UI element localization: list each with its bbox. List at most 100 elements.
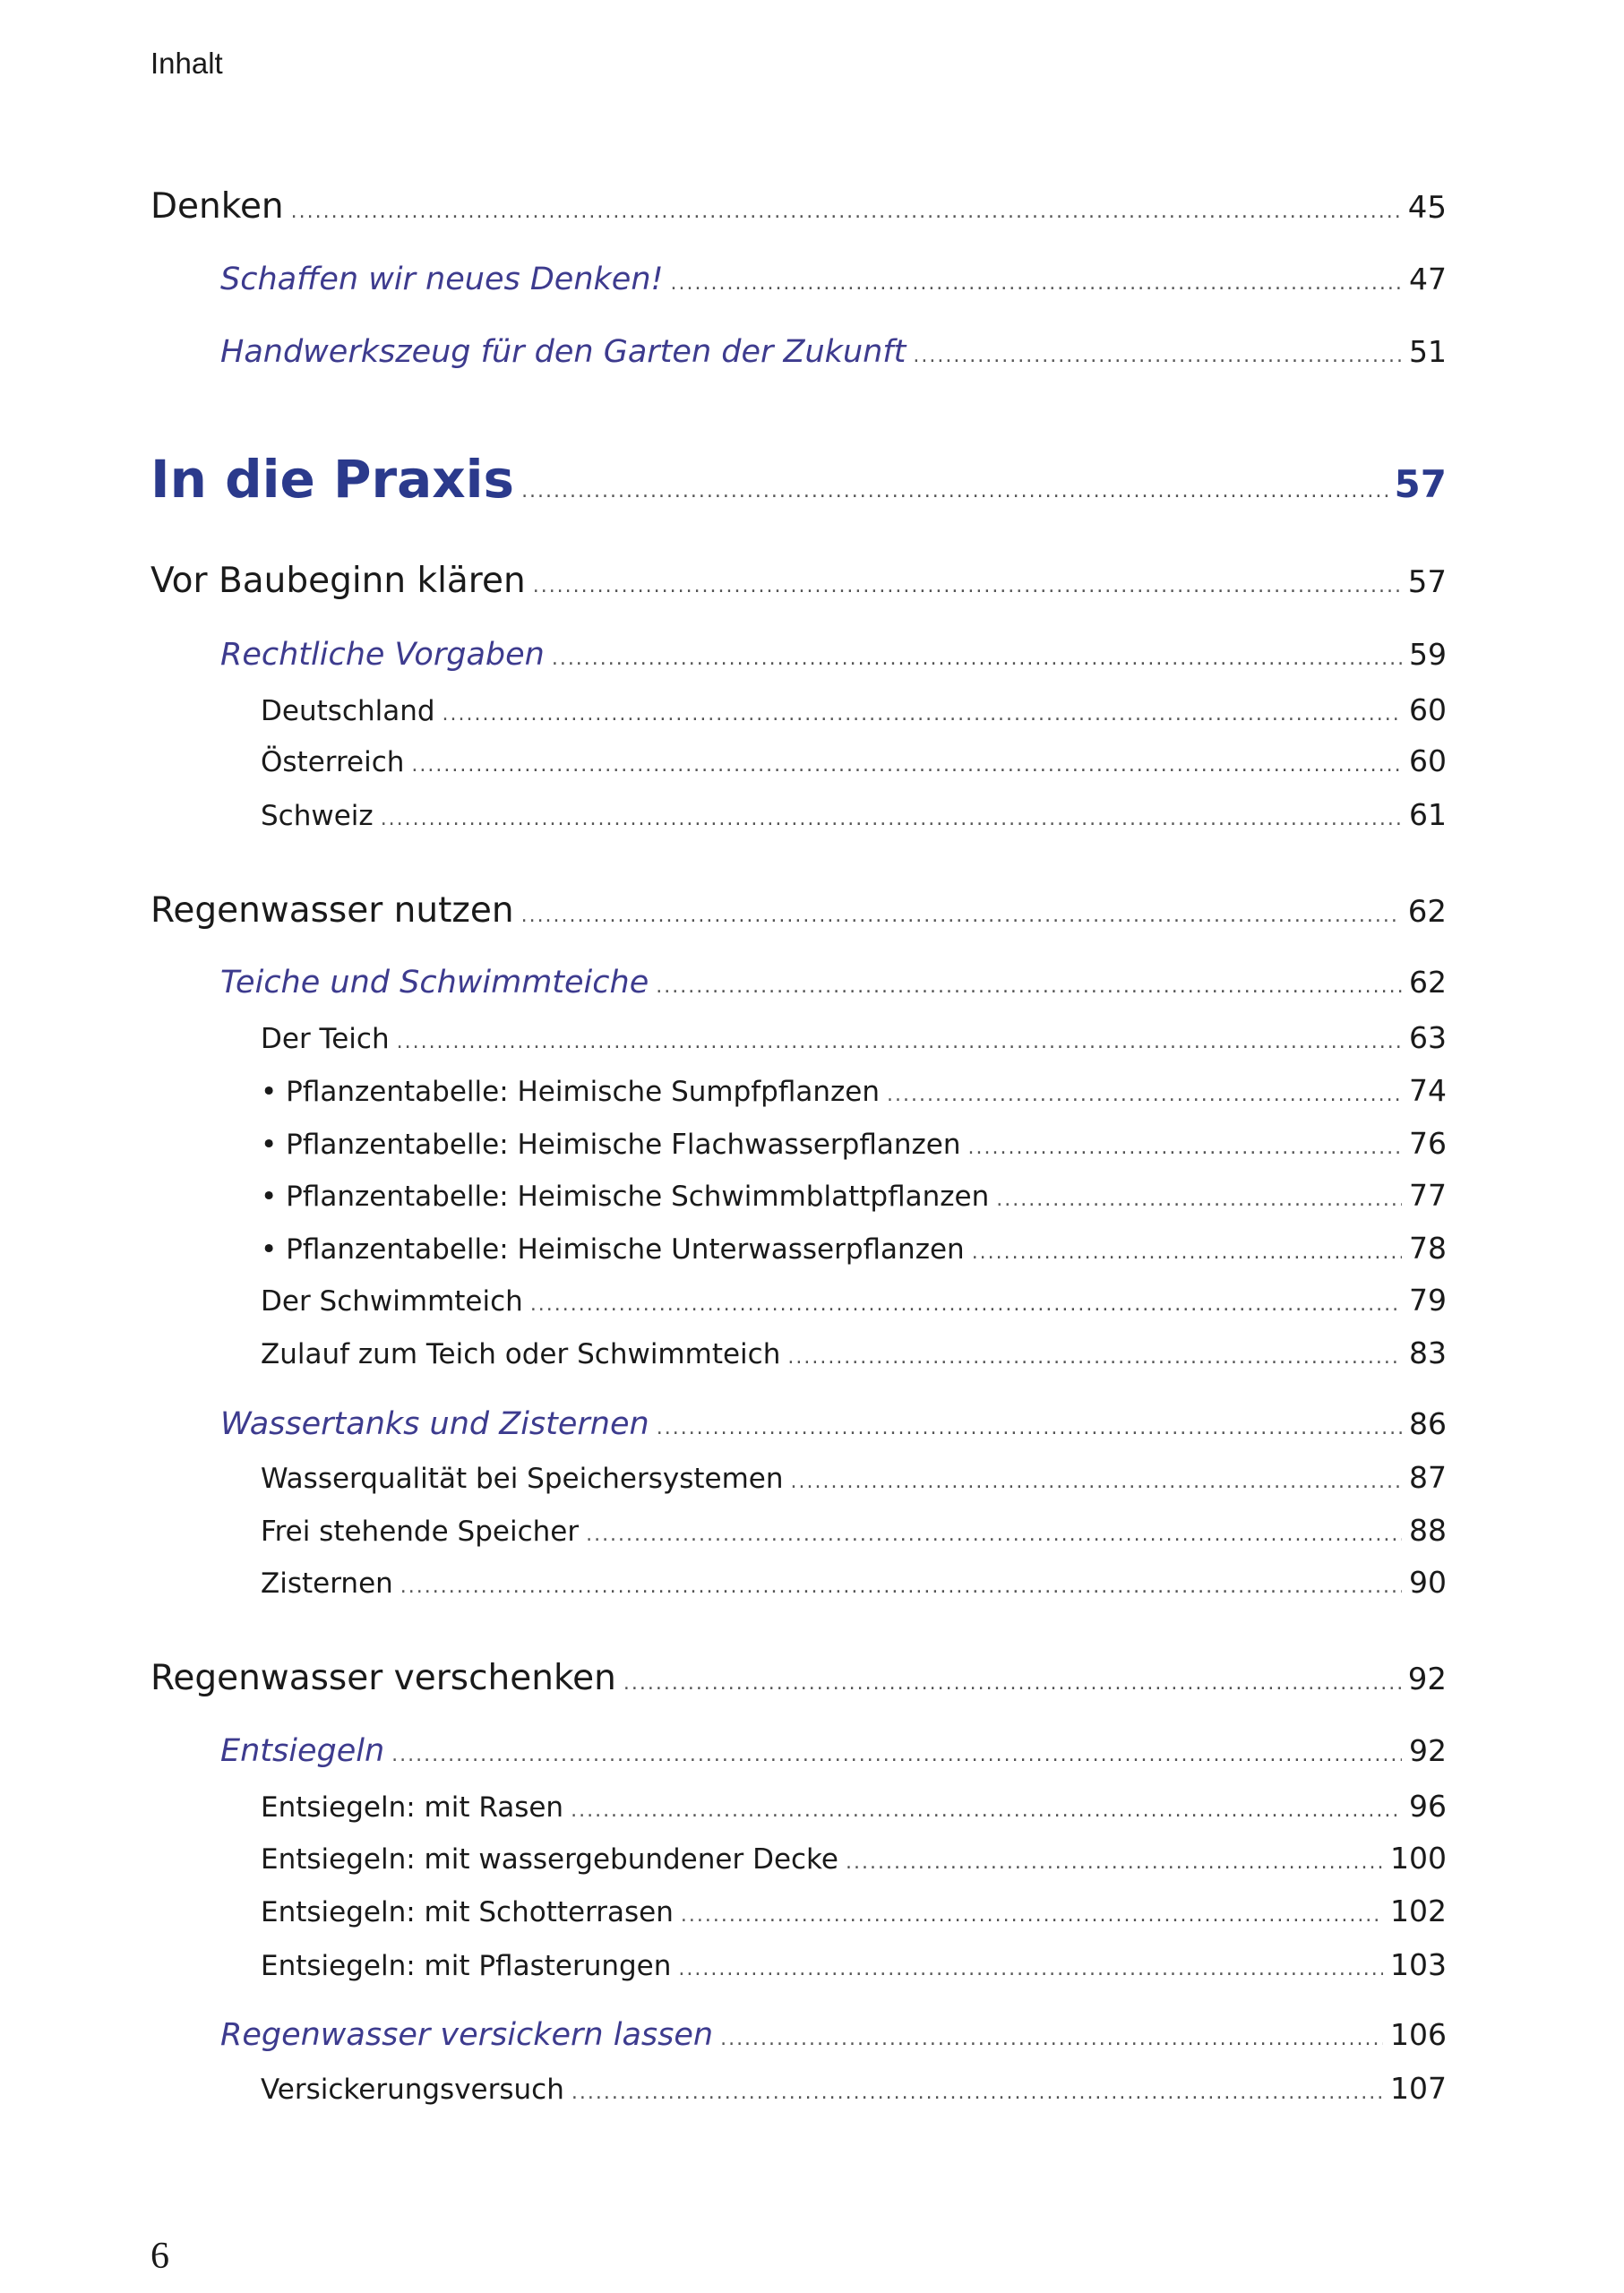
dot-leader [846,1851,1383,1874]
toc-entry-page: 86 [1409,1405,1447,1441]
toc-entry[interactable]: Entsiegeln: mit Pflasterungen 103 [261,1947,1447,1982]
dot-leader [671,272,1402,295]
toc-entry-page: 57 [1407,564,1447,601]
toc-entry-page: 87 [1409,1459,1447,1495]
toc-entry[interactable]: Entsiegeln 92 [220,1733,1447,1769]
dot-leader [681,1904,1383,1927]
dot-leader [586,1524,1402,1546]
toc-entry-title: Regenwasser nutzen [150,889,514,931]
toc-entry-title: Der Teich [261,1022,390,1055]
toc-entry[interactable]: Rechtliche Vorgaben 59 [220,637,1447,673]
toc-entry-title: Frei stehende Speicher [261,1516,580,1549]
toc-entry[interactable]: Schweiz 61 [261,797,1447,832]
toc-entry[interactable]: Frei stehende Speicher 88 [261,1513,1447,1548]
toc-entry[interactable]: Vor Baubeginn klären 57 [150,561,1447,601]
dot-leader [552,648,1402,670]
dot-leader [391,1744,1402,1766]
toc-entry[interactable]: Zulauf zum Teich oder Schwimmteich 83 [261,1335,1447,1370]
toc-entry[interactable]: • Pflanzentabelle: Heimische Schwimmblat… [261,1178,1447,1213]
dot-leader [530,1293,1402,1316]
toc-entry-page: 76 [1409,1126,1447,1162]
toc-entry-page: 62 [1407,893,1447,930]
dot-leader [787,1346,1402,1369]
toc-entry-page: 47 [1409,262,1447,297]
dot-leader [968,1137,1402,1159]
toc-entry[interactable]: Schaffen wir neues Denken! 47 [220,262,1447,297]
toc-entry-title: In die Praxis [150,449,515,511]
dot-leader [656,975,1402,998]
toc-entry-title: Entsiegeln: mit wassergebundener Decke [261,1842,838,1876]
toc-entry-title: Wassertanks und Zisternen [220,1405,649,1442]
toc-entry[interactable]: Entsiegeln: mit Rasen 96 [261,1789,1447,1824]
toc-entry-page: 74 [1409,1072,1447,1108]
toc-entry[interactable]: Zisternen 90 [261,1565,1447,1600]
toc-entry[interactable]: In die Praxis 57 [150,449,1447,510]
toc-entry[interactable]: Wassertanks und Zisternen 86 [220,1406,1447,1442]
dot-leader [623,1672,1401,1695]
dot-leader [791,1471,1402,1493]
toc-entry-page: 61 [1409,796,1447,832]
toc-entry-page: 103 [1390,1946,1447,1982]
toc-entry[interactable]: Denken 45 [150,186,1447,227]
dot-leader [397,1031,1402,1053]
toc-entry-title: Rechtliche Vorgaben [220,637,545,673]
toc-entry[interactable]: Entsiegeln: mit wassergebundener Decke 10… [261,1841,1447,1876]
page-number: 6 [150,2236,169,2277]
toc-entry-title: Regenwasser verschenken [150,1657,616,1698]
dot-leader [678,1958,1383,1980]
toc-entry-page: 96 [1409,1789,1447,1825]
toc-entry-title: Entsiegeln: mit Rasen [261,1791,564,1825]
toc-entry[interactable]: Versickerungsversuch 107 [261,2071,1447,2106]
toc-entry-title: Schweiz [261,799,374,832]
toc-entry-page: 63 [1409,1019,1447,1055]
toc-entry-page: 100 [1390,1840,1447,1876]
toc-entry-page: 88 [1409,1513,1447,1549]
dot-leader [720,2028,1383,2050]
toc-entry[interactable]: Wasserqualität bei Speichersystemen 87 [261,1460,1447,1495]
toc-entry-title: Entsiegeln: mit Pflasterungen [261,1949,672,1982]
toc-entry-page: 92 [1407,1661,1447,1697]
toc-entry-title: Entsiegeln [220,1733,385,1770]
toc-entry-page: 83 [1409,1335,1447,1371]
toc-entry-title: Deutschland [261,694,435,727]
toc-entry-page: 90 [1409,1564,1447,1600]
toc-entry-title: Schaffen wir neues Denken! [220,262,664,298]
toc-entry-title: • Pflanzentabelle: Heimische Sumpfpflanz… [261,1075,881,1108]
toc-entry-title: Versickerungsversuch [261,2073,564,2106]
dot-leader [443,703,1402,726]
toc-entry-page: 57 [1394,462,1447,507]
toc-entry[interactable]: • Pflanzentabelle: Heimische Unterwasser… [261,1231,1447,1266]
dot-leader [400,1576,1402,1598]
toc-entry-page: 45 [1407,189,1447,226]
dot-leader [381,808,1402,830]
toc-entry-title: • Pflanzentabelle: Heimische Flachwasser… [261,1129,961,1162]
toc-entry-title: Österreich [261,746,405,779]
toc-entry-title: • Pflanzentabelle: Heimische Schwimmblat… [261,1180,990,1213]
dot-leader [972,1241,1402,1264]
toc-entry[interactable]: • Pflanzentabelle: Heimische Flachwasser… [261,1126,1447,1161]
toc-entry-title: • Pflanzentabelle: Heimische Unterwasser… [261,1233,965,1267]
dot-leader [996,1189,1402,1211]
toc-entry-page: 78 [1409,1231,1447,1267]
toc-entry[interactable]: Teiche und Schwimmteiche 62 [220,965,1447,1001]
toc-entry-page: 60 [1409,743,1447,779]
toc-entry-title: Regenwasser versickern lassen [220,2016,714,2053]
toc-entry[interactable]: Entsiegeln: mit Schotterrasen 102 [261,1894,1447,1928]
toc-entry[interactable]: Regenwasser nutzen 62 [150,890,1447,931]
toc-entry-title: Teiche und Schwimmteiche [220,964,649,1001]
toc-entry[interactable]: Regenwasser versickern lassen 106 [220,2017,1447,2053]
toc-entry[interactable]: • Pflanzentabelle: Heimische Sumpfpflanz… [261,1073,1447,1108]
toc-entry[interactable]: Der Teich 63 [261,1020,1447,1055]
toc-entry[interactable]: Deutschland 60 [261,692,1447,727]
dot-leader [411,754,1402,777]
toc-entry-page: 62 [1409,964,1447,1000]
dot-leader [657,1417,1402,1439]
toc-entry[interactable]: Handwerkszeug für den Garten der Zukunft… [220,334,1447,370]
toc-entry-title: Zisternen [261,1567,393,1600]
toc-entry[interactable]: Österreich 60 [261,743,1447,778]
toc-entry[interactable]: Regenwasser verschenken 92 [150,1658,1447,1698]
toc-entry[interactable]: Der Schwimmteich 79 [261,1283,1447,1318]
toc-entry-page: 92 [1409,1733,1447,1769]
dot-leader [521,480,1387,502]
toc-entry-title: Vor Baubeginn klären [150,561,526,602]
